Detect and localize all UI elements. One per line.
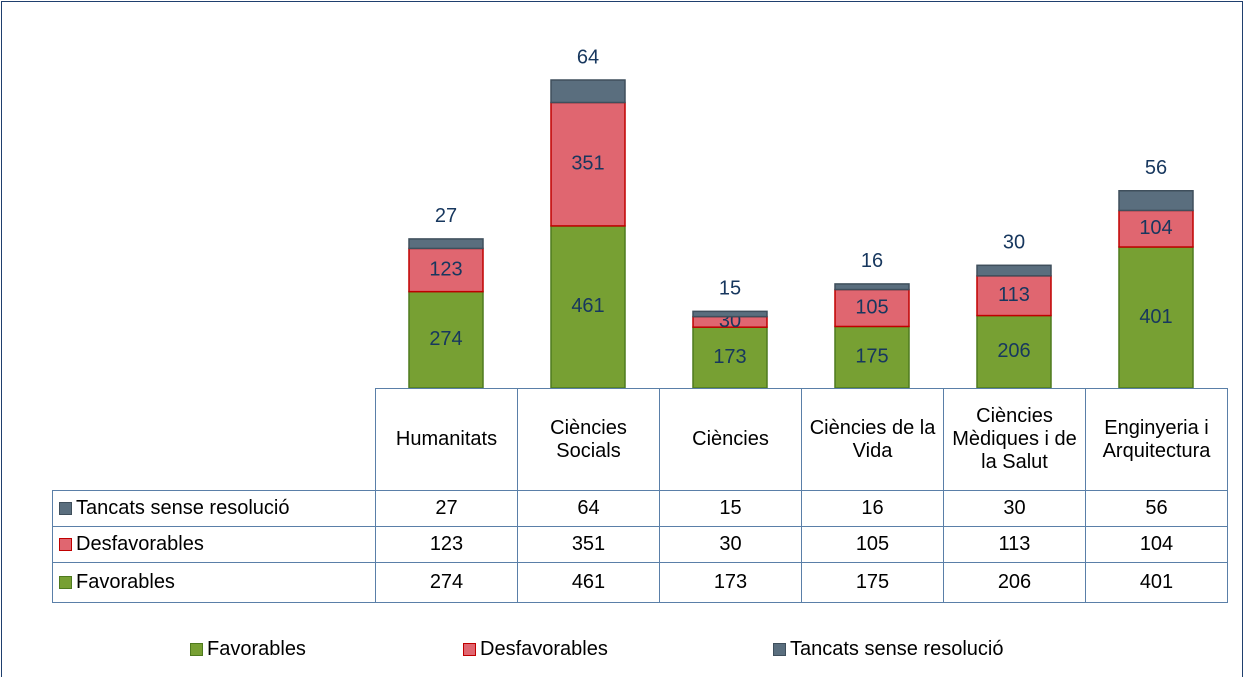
label: 56 — [1145, 497, 1168, 519]
data-label: 30 — [1003, 232, 1025, 254]
data-label: 401 — [1139, 306, 1172, 328]
label: Tancats sense resolució — [790, 638, 1004, 660]
label: 206 — [997, 571, 1032, 593]
label: Humanitats — [395, 428, 498, 450]
label: 104 — [1139, 533, 1174, 555]
data-label: 274 — [429, 328, 462, 350]
data-label: 113 — [998, 284, 1030, 306]
label: 401 — [1139, 571, 1174, 593]
legend-item: Desfavorables — [463, 638, 608, 661]
row-label: Tancats sense resolució — [52, 490, 376, 527]
label: 15 — [719, 497, 742, 519]
table-cell: 461 — [517, 562, 660, 603]
table-cell: 113 — [943, 526, 1086, 563]
table-cell: 105 — [801, 526, 944, 563]
bar-segment — [408, 238, 484, 250]
label: 64 — [577, 497, 600, 519]
table-cell: 27 — [375, 490, 518, 527]
table-cell: 173 — [659, 562, 802, 603]
table-cell: 123 — [375, 526, 518, 563]
label: 30 — [1003, 497, 1026, 519]
category-header: Ciències Mèdiques i de la Salut — [943, 388, 1086, 491]
category-header: Ciències de la Vida — [801, 388, 944, 491]
category-header: Humanitats — [375, 388, 518, 491]
data-label: 173 — [713, 346, 746, 368]
table-cell: 206 — [943, 562, 1086, 603]
label: 113 — [998, 533, 1031, 555]
label: Desfavorables — [480, 638, 608, 660]
bar-segment — [1118, 209, 1194, 248]
label: 27 — [435, 497, 458, 519]
bar-segment — [976, 264, 1052, 277]
label: Favorables — [76, 571, 175, 593]
label: Ciències — [692, 428, 769, 450]
data-label: 16 — [861, 250, 883, 272]
legend-swatch — [59, 576, 72, 589]
data-label: 175 — [855, 346, 888, 368]
row-label: Favorables — [52, 562, 376, 603]
legend-swatch — [59, 502, 72, 515]
table-cell: 56 — [1085, 490, 1228, 527]
label: 274 — [429, 571, 464, 593]
label: 16 — [861, 497, 884, 519]
table-cell: 401 — [1085, 562, 1228, 603]
table-cell: 16 — [801, 490, 944, 527]
data-label: 27 — [435, 205, 457, 227]
legend-swatch — [463, 643, 476, 656]
data-label: 104 — [1139, 217, 1172, 239]
table-cell: 30 — [943, 490, 1086, 527]
data-label: 206 — [997, 340, 1030, 362]
bar-segment — [834, 283, 910, 291]
bar-segment — [1118, 246, 1194, 389]
table-cell: 15 — [659, 490, 802, 527]
label: Desfavorables — [76, 533, 204, 555]
bar-segment — [408, 247, 484, 293]
label: 123 — [429, 533, 464, 555]
label: Favorables — [207, 638, 306, 660]
data-label: 461 — [571, 295, 604, 317]
data-label: 123 — [429, 258, 462, 280]
table-cell: 351 — [517, 526, 660, 563]
bar-segment — [692, 326, 768, 389]
label: Enginyeria i Arquitectura — [1102, 416, 1211, 462]
table-cell: 274 — [375, 562, 518, 603]
table-cell: 104 — [1085, 526, 1228, 563]
legend-item: Tancats sense resolució — [773, 638, 1003, 661]
bar-segment — [976, 275, 1052, 317]
table-cell: 175 — [801, 562, 944, 603]
label: 351 — [571, 533, 606, 555]
legend-swatch — [773, 643, 786, 656]
legend-swatch — [190, 643, 203, 656]
bar-segment — [692, 310, 768, 318]
row-label: Desfavorables — [52, 526, 376, 563]
label: Ciències Mèdiques i de la Salut — [952, 405, 1077, 473]
category-header: Ciències Socials — [517, 388, 660, 491]
label: 173 — [713, 571, 748, 593]
bar-segment — [834, 288, 910, 328]
bar-segment — [1118, 190, 1194, 212]
label: 30 — [719, 533, 742, 555]
data-label: 56 — [1145, 157, 1167, 179]
table-cell: 64 — [517, 490, 660, 527]
data-label: 15 — [719, 278, 741, 300]
legend-item: Favorables — [190, 638, 306, 661]
label: Tancats sense resolució — [76, 497, 290, 519]
label: 461 — [571, 571, 606, 593]
label: 175 — [855, 571, 890, 593]
label: Ciències de la Vida — [809, 416, 936, 462]
category-header: Enginyeria i Arquitectura — [1085, 388, 1228, 491]
table-cell: 30 — [659, 526, 802, 563]
legend-swatch — [59, 538, 72, 551]
label: 105 — [855, 533, 890, 555]
label: Ciències Socials — [550, 416, 627, 462]
data-label: 64 — [577, 46, 599, 68]
data-label: 351 — [571, 152, 604, 174]
bar-segment — [550, 79, 626, 104]
data-label: 105 — [855, 296, 888, 318]
category-header: Ciències — [659, 388, 802, 491]
